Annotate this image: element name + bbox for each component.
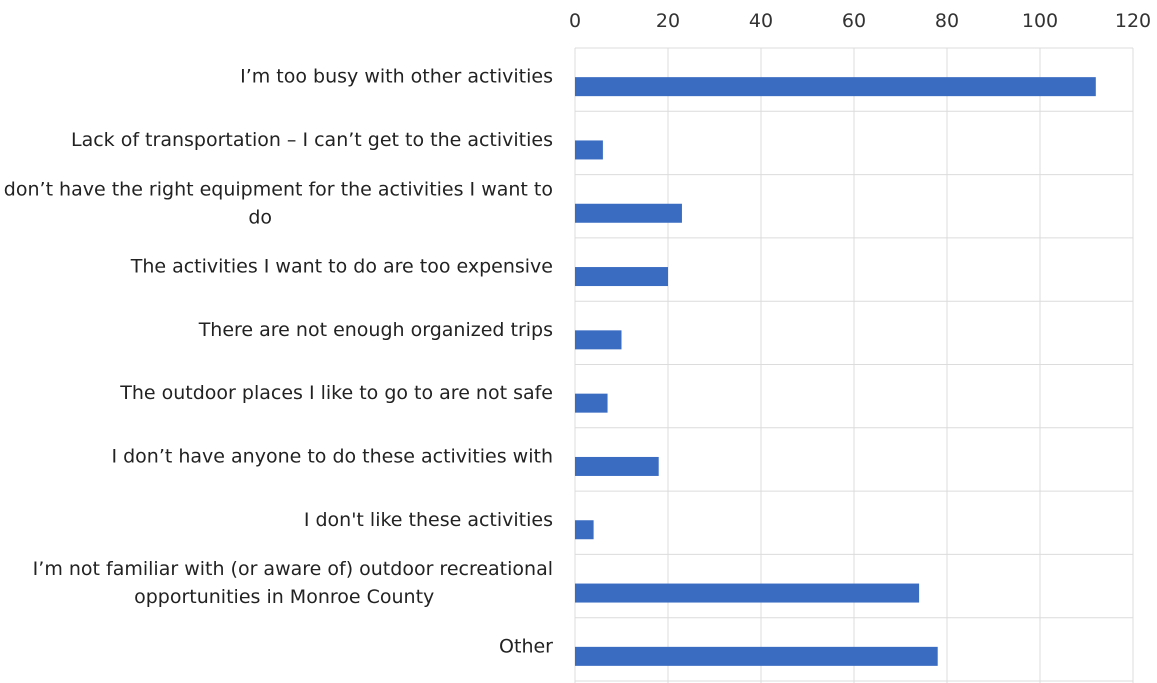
x-tick-label: 120	[1115, 10, 1151, 32]
category-label: Other	[499, 635, 553, 657]
x-tick-label: 20	[656, 10, 680, 32]
bar	[575, 583, 920, 603]
category-label: Lack of transportation – I can’t get to …	[71, 129, 553, 151]
category-label: I don’t have the right equipment for the…	[0, 178, 553, 228]
x-tick-label: 0	[569, 10, 581, 32]
x-tick-label: 60	[842, 10, 866, 32]
bar	[575, 330, 622, 350]
x-tick-label: 80	[935, 10, 959, 32]
category-labels: I’m too busy with other activities Lack o…	[0, 66, 553, 658]
category-label: There are not enough organized trips	[198, 319, 553, 341]
bar	[575, 520, 594, 540]
x-axis-ticks: 0 20 40 60 80 100 120	[569, 10, 1151, 32]
grid	[574, 47, 1134, 683]
category-label: I don’t have anyone to do these activiti…	[111, 445, 553, 467]
bar	[575, 456, 659, 476]
bar	[575, 140, 603, 160]
x-tick-label: 100	[1022, 10, 1058, 32]
bar	[575, 77, 1096, 97]
bars	[575, 77, 1096, 666]
bar	[575, 203, 682, 223]
category-label: I’m not familiar with (or aware of) outd…	[33, 558, 553, 608]
category-label: The activities I want to do are too expe…	[130, 256, 553, 278]
bar	[575, 267, 668, 287]
x-tick-label: 40	[749, 10, 773, 32]
bar	[575, 393, 608, 413]
category-label: I don't like these activities	[304, 509, 553, 531]
category-label: I’m too busy with other activities	[240, 66, 553, 88]
category-label: The outdoor places I like to go to are n…	[119, 382, 553, 404]
bar	[575, 646, 938, 666]
